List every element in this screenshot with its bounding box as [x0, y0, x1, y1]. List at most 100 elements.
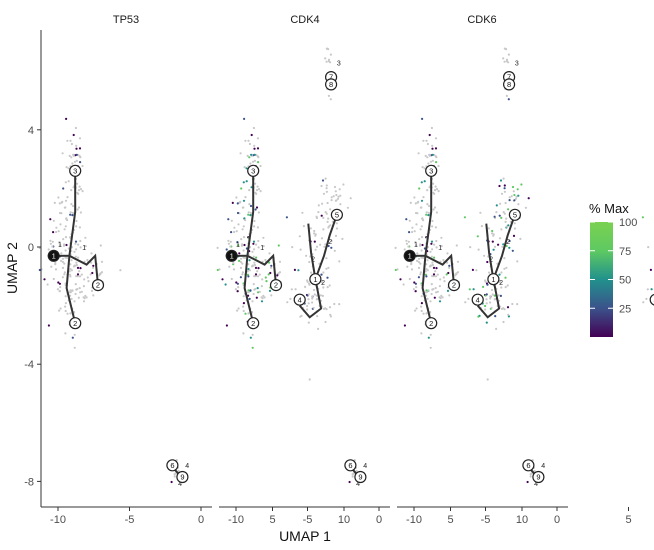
cell-point: [526, 480, 529, 484]
cell-point: [268, 252, 271, 255]
cell-point: [99, 272, 102, 275]
branch-label: 4: [534, 481, 538, 488]
cell-point: [421, 166, 424, 169]
cell-point: [47, 248, 50, 251]
cell-point: [253, 275, 256, 278]
cell-point: [92, 264, 95, 267]
cell-point: [250, 133, 253, 137]
cell-point: [503, 60, 506, 63]
cell-point: [76, 266, 80, 269]
cell-point: [436, 290, 439, 293]
trajectory-segment: [246, 170, 255, 256]
cell-point: [421, 217, 424, 220]
cell-point: [338, 303, 341, 306]
cell-point: [408, 219, 411, 222]
cell-point: [322, 228, 325, 231]
cell-point: [434, 287, 437, 290]
cell-point: [507, 61, 510, 64]
cell-point: [434, 185, 437, 188]
cell-point: [425, 213, 428, 216]
x-tick-label: 10: [338, 514, 350, 526]
cell-point: [238, 252, 241, 255]
milestone-label: 3: [251, 166, 255, 175]
milestone-label: 6: [526, 461, 530, 470]
cell-point: [485, 302, 488, 305]
y-axis-title: UMAP 2: [4, 242, 20, 294]
cell-point: [419, 273, 422, 276]
cell-point: [434, 270, 437, 273]
cell-point: [251, 160, 255, 163]
cell-point: [242, 256, 245, 259]
cell-point: [495, 327, 498, 330]
cell-point: [426, 142, 429, 146]
cell-point: [416, 259, 419, 262]
cell-point: [72, 186, 75, 189]
legend-ticks: 25 50 75 100: [590, 217, 637, 315]
cell-point: [499, 179, 503, 182]
cell-point: [328, 306, 332, 309]
cell-point: [76, 182, 79, 185]
cell-point: [225, 324, 228, 327]
cell-point: [433, 296, 436, 299]
cell-point: [327, 217, 330, 220]
y-axis-ticks: -8 -4 0 4: [24, 125, 41, 488]
cell-point: [434, 137, 438, 140]
cell-point: [325, 267, 328, 270]
milestone-node-marker: [503, 78, 516, 91]
cell-point: [313, 232, 316, 235]
cell-point: [503, 190, 506, 193]
cell-point: [71, 214, 74, 217]
cell-point: [429, 333, 432, 336]
cell-point: [216, 246, 219, 249]
cell-point: [55, 226, 58, 229]
cell-point: [424, 270, 427, 273]
cell-point: [69, 312, 72, 315]
cell-point: [247, 312, 250, 315]
milestone-node-marker: [69, 164, 82, 177]
cell-point: [252, 240, 256, 243]
cell-point: [58, 211, 62, 215]
cell-point: [246, 270, 249, 273]
cell-point: [241, 271, 244, 274]
cell-point: [81, 190, 84, 193]
root-node-marker: [403, 249, 416, 262]
cell-point: [419, 206, 422, 209]
cell-point: [251, 333, 254, 336]
milestone-node-marker: [447, 279, 461, 292]
cell-point: [503, 267, 506, 270]
facet-title-tp53: TP53: [113, 14, 139, 26]
cell-point: [236, 241, 239, 244]
cell-point: [477, 248, 480, 251]
cell-point: [483, 254, 486, 257]
cell-point: [329, 208, 332, 211]
cell-point: [254, 266, 258, 269]
cell-point: [482, 285, 485, 288]
branch-label: 2: [499, 280, 503, 287]
cell-point: [243, 166, 246, 169]
cell-point: [79, 246, 82, 249]
cell-point: [419, 262, 422, 265]
cell-point: [58, 202, 61, 205]
cell-point: [488, 271, 491, 274]
cell-point: [503, 184, 506, 187]
cell-point: [485, 293, 488, 296]
cell-point: [435, 239, 438, 243]
cell-point: [119, 269, 122, 272]
cell-point: [442, 258, 445, 262]
cell-point: [72, 133, 75, 137]
cell-point: [50, 265, 53, 268]
cell-point: [244, 256, 247, 259]
cell-point: [256, 287, 259, 290]
cell-point: [485, 321, 488, 324]
cell-point: [511, 302, 514, 306]
cell-point: [216, 268, 219, 272]
cell-point: [447, 271, 450, 275]
cell-point: [250, 153, 253, 156]
cell-point: [262, 236, 265, 239]
milestone-node-marker: [325, 78, 338, 91]
cell-point: [335, 193, 338, 197]
cell-point: [327, 58, 331, 61]
cell-point: [38, 268, 41, 272]
cell-point: [69, 213, 72, 216]
cell-point: [305, 254, 308, 257]
